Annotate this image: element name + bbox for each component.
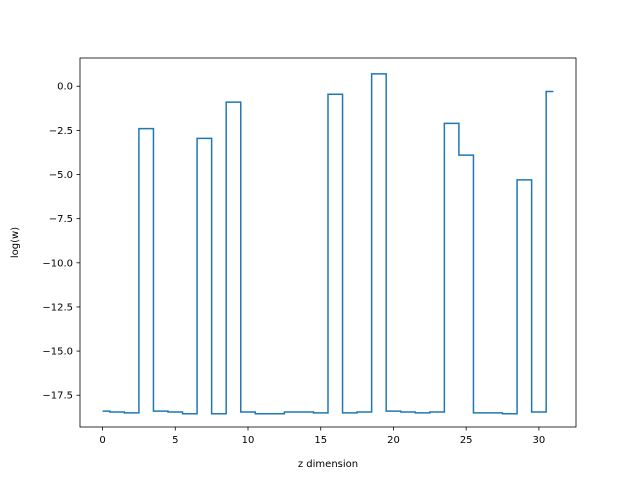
x-tick-label: 25 (460, 435, 473, 446)
y-tick-label: −5.0 (49, 170, 73, 181)
x-tick-label: 10 (242, 435, 255, 446)
x-axis-ticks: 0 5 10 15 20 25 30 (99, 427, 545, 446)
y-tick-label: −12.5 (42, 302, 73, 313)
plot-series-group (102, 73, 554, 415)
x-tick-label: 5 (172, 435, 178, 446)
y-tick-label: −2.5 (49, 126, 73, 137)
x-tick-label: 0 (99, 435, 105, 446)
x-tick-label: 30 (533, 435, 546, 446)
y-tick-label: −10.0 (42, 258, 73, 269)
series-step-line-0 (102, 73, 554, 415)
y-axis-label: log(w) (10, 227, 21, 258)
x-axis-label: z dimension (298, 459, 358, 470)
axes-frame (79, 57, 577, 428)
y-tick-label: −17.5 (42, 391, 73, 402)
y-axis-ticks: 0.0 −2.5 −5.0 −7.5 −10.0 −12.5 −15.0 −17.5 (42, 82, 80, 402)
y-tick-label: 0.0 (57, 82, 73, 93)
y-tick-label: −7.5 (49, 214, 73, 225)
x-tick-label: 20 (387, 435, 400, 446)
y-tick-label: −15.0 (42, 347, 73, 358)
x-tick-label: 15 (314, 435, 327, 446)
